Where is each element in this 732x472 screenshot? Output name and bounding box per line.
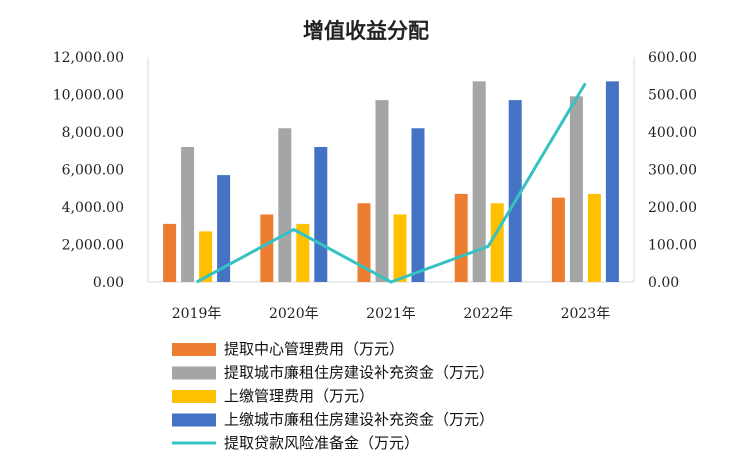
left-tick-label: 10,000.00 (53, 88, 124, 104)
bar (587, 193, 601, 282)
bar (411, 128, 425, 282)
bar (490, 203, 504, 282)
x-tick-label: 2022年 (463, 306, 513, 322)
left-tick-label: 4,000.00 (62, 200, 124, 216)
bar (260, 214, 274, 282)
bar (296, 223, 310, 282)
bar (375, 100, 389, 282)
bar (163, 223, 177, 282)
bar (278, 128, 292, 282)
right-tick-label: 500.00 (648, 88, 697, 104)
bar (551, 197, 565, 282)
right-tick-label: 0.00 (648, 275, 679, 291)
chart-title: 增值收益分配 (303, 19, 429, 43)
bar (199, 231, 213, 282)
bar (314, 147, 328, 282)
left-tick-label: 8,000.00 (62, 125, 124, 141)
line-series (195, 82, 587, 284)
legend-label: 提取中心管理费用（万元） (224, 340, 404, 358)
line-series-path (195, 82, 587, 284)
left-axis: 0.00 2,000.00 4,000.00 6,000.00 8,000.00 10,0… (53, 50, 124, 291)
bar (569, 96, 583, 282)
right-axis: 0.00 100.00 200.00 300.00 400.00 500.00 600.00 (648, 50, 697, 291)
bar (357, 203, 371, 282)
legend-swatch (172, 366, 216, 380)
legend-swatch (172, 390, 216, 403)
bar (181, 147, 195, 282)
x-axis: 2019年 2020年 2021年 2022年 2023年 (172, 306, 610, 322)
right-tick-label: 600.00 (648, 50, 697, 66)
bar (605, 81, 619, 282)
legend-label: 提取城市廉租住房建设补充资金（万元） (224, 364, 494, 382)
legend: 提取中心管理费用（万元） 提取城市廉租住房建设补充资金（万元） 上缴管理费用（万元）… (172, 340, 494, 452)
legend-swatch (172, 413, 216, 427)
legend-label: 上缴管理费用（万元） (224, 387, 374, 405)
x-tick-label: 2021年 (366, 306, 416, 322)
left-tick-label: 0.00 (93, 275, 124, 291)
right-tick-label: 300.00 (648, 163, 697, 179)
right-tick-label: 100.00 (648, 238, 697, 254)
left-tick-label: 12,000.00 (53, 50, 124, 66)
bar (472, 81, 486, 282)
legend-swatch (172, 343, 216, 356)
bar (454, 193, 468, 282)
bar (508, 100, 522, 282)
right-tick-label: 400.00 (648, 125, 697, 141)
bar (393, 214, 407, 282)
legend-label: 提取贷款风险准备金（万元） (224, 434, 419, 452)
legend-label: 上缴城市廉租住房建设补充资金（万元） (224, 411, 494, 429)
left-tick-label: 6,000.00 (62, 163, 124, 179)
x-tick-label: 2019年 (172, 306, 222, 322)
bar (217, 175, 231, 282)
x-tick-label: 2023年 (561, 306, 611, 322)
bars (163, 81, 619, 282)
x-tick-label: 2020年 (269, 306, 319, 322)
right-tick-label: 200.00 (648, 200, 697, 216)
left-tick-label: 2,000.00 (62, 238, 124, 254)
